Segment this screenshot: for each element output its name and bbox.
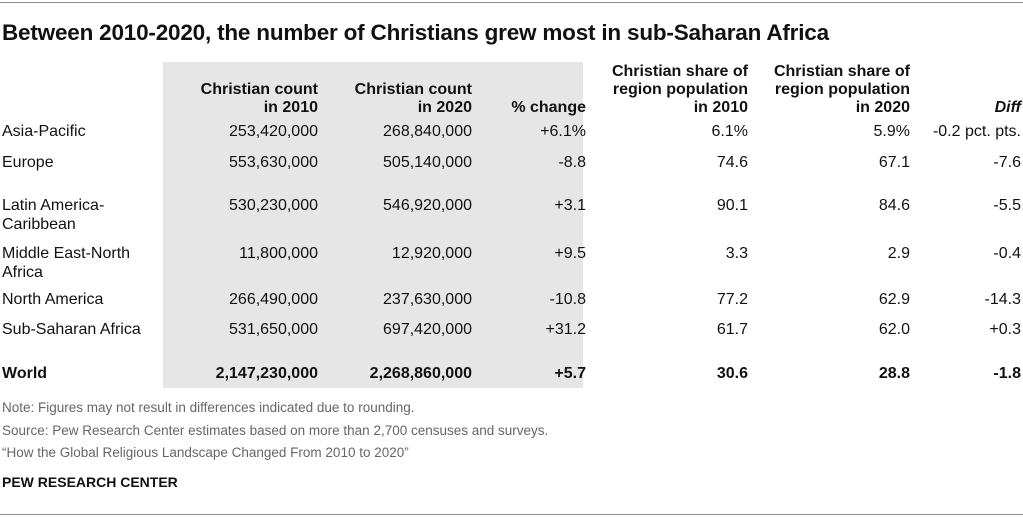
table-cell: 253,420,000 xyxy=(229,123,318,140)
table-cell: 90.1 xyxy=(716,197,748,214)
table-cell: +0.3 xyxy=(989,321,1021,338)
table-cell: +31.2 xyxy=(545,321,586,338)
row-label: North America xyxy=(2,291,104,308)
table-cell: 61.7 xyxy=(716,321,748,338)
column-header: in 2010 xyxy=(263,99,318,116)
table-cell: 553,630,000 xyxy=(229,154,318,171)
table-cell: 62.9 xyxy=(878,291,910,308)
table-cell: 2,268,860,000 xyxy=(369,365,472,382)
top-rule xyxy=(0,2,1023,3)
row-label: Europe xyxy=(2,154,54,171)
column-header: Christian share of xyxy=(773,63,910,80)
table-cell: 5.9% xyxy=(873,123,910,140)
table-cell: 2.9 xyxy=(887,245,910,262)
row-label: Caribbean xyxy=(2,216,76,233)
table-cell: 505,140,000 xyxy=(383,154,472,171)
table-cell: 30.6 xyxy=(716,365,748,382)
row-label: Middle East-North xyxy=(2,245,131,262)
table-cell: -7.6 xyxy=(993,154,1021,171)
table-cell: -8.8 xyxy=(558,154,586,171)
row-label: Sub-Saharan Africa xyxy=(2,321,141,338)
column-header: Christian count xyxy=(200,81,318,98)
column-header: Christian count xyxy=(354,81,472,98)
column-header: region population xyxy=(612,81,748,98)
table-cell: 531,650,000 xyxy=(229,321,318,338)
table-cell: 2,147,230,000 xyxy=(215,365,318,382)
table-cell: 28.8 xyxy=(878,365,910,382)
table-cell: -10.8 xyxy=(549,291,586,308)
table-cell: +3.1 xyxy=(554,197,586,214)
table-cell: 12,920,000 xyxy=(391,245,472,262)
note-text: Note: Figures may not result in differen… xyxy=(2,400,415,415)
row-label: Latin America- xyxy=(2,197,105,214)
table-cell: 67.1 xyxy=(878,154,910,171)
source-text: Source: Pew Research Center estimates ba… xyxy=(2,423,549,438)
table-cell: 84.6 xyxy=(878,197,910,214)
row-label: Asia-Pacific xyxy=(2,123,86,140)
table-cell: 268,840,000 xyxy=(383,123,472,140)
bottom-rule xyxy=(0,514,1023,515)
table-cell: -5.5 xyxy=(993,197,1021,214)
table-cell: +9.5 xyxy=(554,245,586,262)
table-cell: 74.6 xyxy=(716,154,748,171)
pew-brand: PEW RESEARCH CENTER xyxy=(2,474,178,490)
table-cell: -1.8 xyxy=(993,365,1021,382)
column-header: Christian share of xyxy=(611,63,748,80)
report-title-text: “How the Global Religious Landscape Chan… xyxy=(2,445,409,460)
table-cell: 237,630,000 xyxy=(383,291,472,308)
table-cell: -14.3 xyxy=(984,291,1021,308)
table-cell: 62.0 xyxy=(878,321,910,338)
table-cell: 530,230,000 xyxy=(229,197,318,214)
column-header: % change xyxy=(511,99,586,116)
table-cell: 77.2 xyxy=(716,291,748,308)
shaded-count-columns xyxy=(163,62,583,388)
table-cell: -0.4 xyxy=(993,245,1021,262)
table-cell: -0.2 pct. pts. xyxy=(932,123,1021,140)
table-cell: 266,490,000 xyxy=(229,291,318,308)
table-cell: 697,420,000 xyxy=(383,321,472,338)
row-label: Africa xyxy=(2,264,43,281)
table-cell: 3.3 xyxy=(725,245,748,262)
table-cell: +5.7 xyxy=(554,365,586,382)
column-header: in 2010 xyxy=(693,99,748,116)
column-header: in 2020 xyxy=(855,99,910,116)
table-cell: 546,920,000 xyxy=(383,197,472,214)
column-header: region population xyxy=(774,81,910,98)
row-label: World xyxy=(2,365,48,382)
table-cell: 11,800,000 xyxy=(239,245,318,262)
column-header: in 2020 xyxy=(417,99,472,116)
table-cell: 6.1% xyxy=(711,123,748,140)
chart-title: Between 2010-2020, the number of Christi… xyxy=(2,20,829,45)
table-cell: +6.1% xyxy=(540,123,586,140)
column-header: Diff xyxy=(994,99,1021,116)
